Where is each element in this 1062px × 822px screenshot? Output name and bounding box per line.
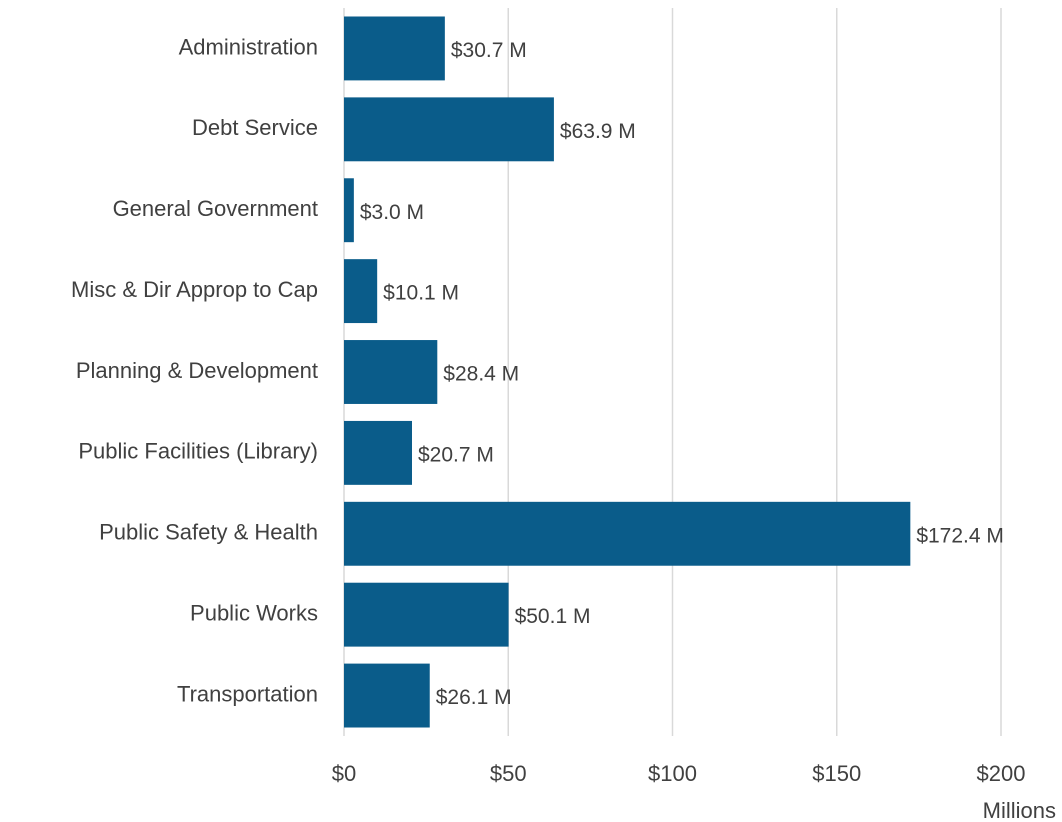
bar [344, 663, 430, 728]
bar [344, 501, 911, 566]
y-tick-label: Debt Service [192, 115, 318, 140]
y-tick-label: Transportation [177, 681, 318, 706]
data-label: $20.7 M [418, 443, 494, 466]
data-label: $26.1 M [436, 686, 512, 709]
y-tick-label: Public Safety & Health [99, 520, 318, 545]
data-label: $172.4 M [916, 524, 1004, 547]
bar [344, 340, 438, 404]
y-tick-label: Public Facilities (Library) [78, 439, 318, 464]
x-tick-label: $150 [812, 761, 861, 786]
y-tick-label: Administration [179, 34, 318, 59]
y-tick-label: General Government [113, 196, 318, 221]
bar [344, 178, 354, 243]
y-tick-label: Misc & Dir Approp to Cap [71, 277, 318, 302]
x-tick-label: $100 [648, 761, 697, 786]
y-tick-label: Public Works [190, 600, 318, 625]
data-label: $3.0 M [360, 201, 424, 224]
x-tick-label: $200 [977, 761, 1026, 786]
x-tick-label: $50 [490, 761, 527, 786]
bar [344, 97, 554, 162]
data-label: $63.9 M [560, 120, 636, 143]
data-label: $50.1 M [515, 605, 591, 628]
data-label: $10.1 M [383, 282, 459, 305]
bar [344, 582, 509, 647]
bar [344, 16, 445, 81]
data-label: $28.4 M [443, 363, 519, 386]
y-tick-label: Planning & Development [76, 358, 318, 383]
x-axis-unit: Millions [983, 798, 1056, 822]
bar [344, 259, 378, 324]
data-label: $30.7 M [451, 39, 527, 62]
x-tick-label: $0 [332, 761, 356, 786]
bar [344, 420, 412, 485]
